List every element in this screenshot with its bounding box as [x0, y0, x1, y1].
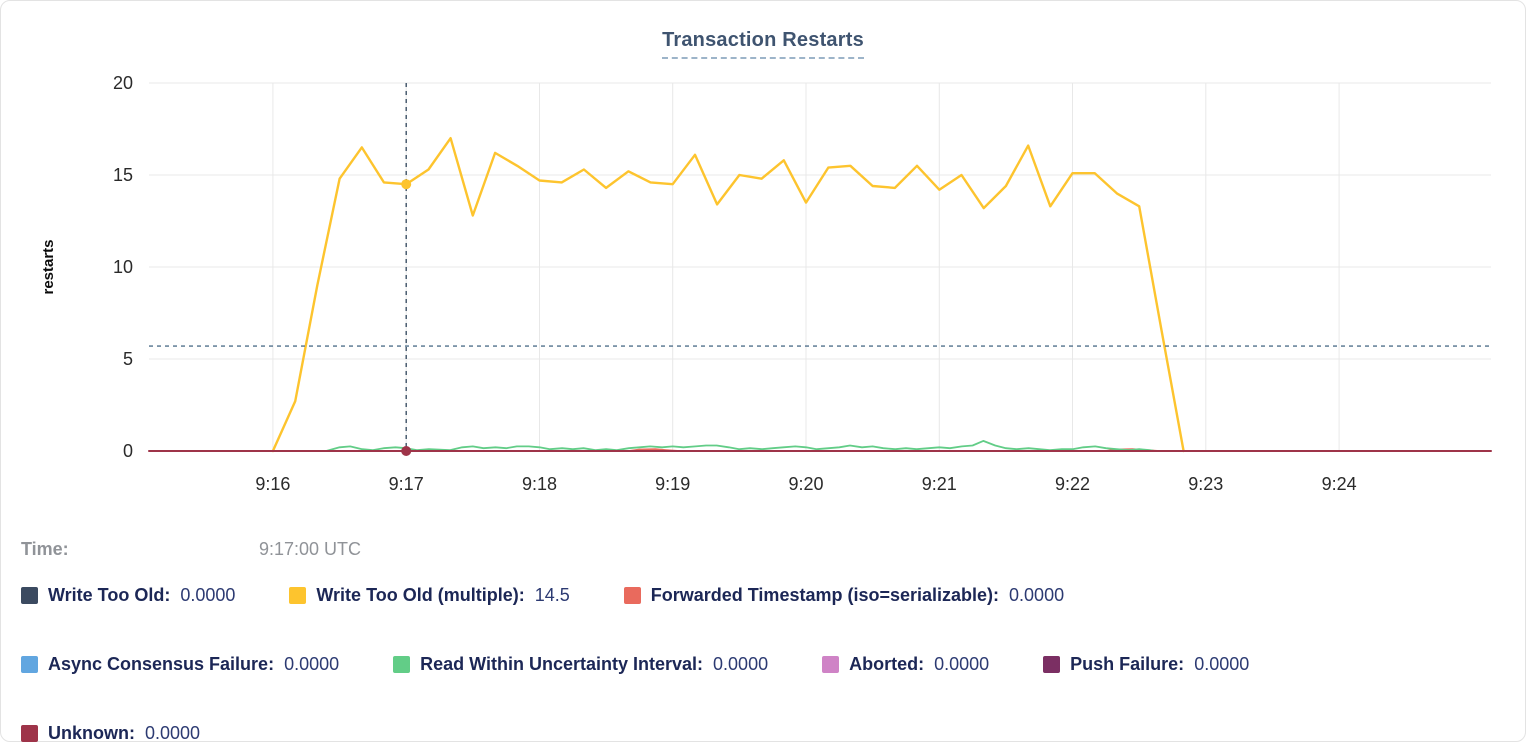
legend-swatch-write-too-old — [21, 587, 38, 604]
legend-value: 0.0000 — [713, 654, 769, 674]
legend-label: Unknown: — [48, 723, 135, 743]
legend-swatch-read-within-uncertainty-interval — [393, 656, 411, 673]
legend-label: Forwarded Timestamp (iso=serializable): — [650, 585, 1000, 605]
legend-label: Write Too Old (multiple): — [316, 585, 525, 605]
crosshair-dot-write-too-old-multiple — [401, 179, 412, 190]
y-tick-label: 10 — [113, 257, 133, 277]
legend-item-write-too-old[interactable]: Write Too Old: 0.0000 — [21, 585, 235, 606]
chart-title-row: Transaction Restarts — [1, 29, 1525, 59]
x-tick-label: 9:18 — [522, 474, 557, 494]
y-tick-label: 20 — [113, 73, 133, 93]
legend-item-forwarded-timestamp-iso-serializable[interactable]: Forwarded Timestamp (iso=serializable): 0… — [623, 585, 1065, 606]
x-tick-label: 9:20 — [788, 474, 823, 494]
legend-value: 0.0000 — [934, 654, 990, 674]
legend-value: 0.0000 — [1194, 654, 1250, 674]
legend-label: Aborted: — [849, 654, 925, 674]
y-tick-label: 0 — [123, 441, 133, 461]
y-axis-label: restarts — [40, 239, 57, 294]
legend-swatch-push-failure — [1043, 656, 1061, 673]
transaction-restarts-chart[interactable]: 0 5 10 15 20 9:16 9:17 9:18 9:19 9:20 9:21 9:22 9:23… — [1, 1, 1528, 531]
x-tick-label: 9:19 — [655, 474, 690, 494]
legend-swatch-write-too-old-multiple — [289, 587, 307, 604]
x-tick-label: 9:24 — [1322, 474, 1357, 494]
legend-label: Async Consensus Failure: — [48, 654, 275, 674]
x-tick-label: 9:23 — [1188, 474, 1223, 494]
tooltip-time-value: 9:17:00 UTC — [259, 539, 362, 559]
legend-item-write-too-old-multiple[interactable]: Write Too Old (multiple): 14.5 — [289, 585, 570, 606]
legend-item-async-consensus-failure[interactable]: Async Consensus Failure: 0.0000 — [21, 654, 339, 675]
legend-value: 0.0000 — [284, 654, 340, 674]
chart-legend: Write Too Old: 0.0000 Write Too Old (multi… — [21, 585, 1497, 744]
tooltip-time-label: Time: — [21, 539, 69, 559]
legend-item-push-failure[interactable]: Push Failure: 0.0000 — [1043, 654, 1249, 675]
x-tick-label: 9:17 — [389, 474, 424, 494]
crosshair-dot-unknown — [401, 446, 412, 456]
legend-label: Push Failure: — [1070, 654, 1185, 674]
series-read-within-uncertainty-interval — [325, 439, 1157, 452]
legend-label: Read Within Uncertainty Interval: — [420, 654, 704, 674]
legend-item-unknown[interactable]: Unknown: 0.0000 — [21, 723, 200, 744]
series-write-too-old-multiple — [271, 136, 1185, 453]
legend-label: Write Too Old: — [48, 585, 171, 605]
chart-title[interactable]: Transaction Restarts — [662, 29, 864, 59]
legend-value: 0.0000 — [180, 585, 236, 605]
x-tick-label: 9:22 — [1055, 474, 1090, 494]
legend-value: 0.0000 — [1009, 585, 1065, 605]
x-tick-label: 9:21 — [922, 474, 957, 494]
legend-swatch-async-consensus-failure — [21, 656, 38, 673]
y-tick-label: 5 — [123, 349, 133, 369]
x-tick-label: 9:16 — [255, 474, 290, 494]
legend-swatch-forwarded-timestamp-iso-serializable — [623, 587, 641, 604]
legend-swatch-aborted — [822, 656, 840, 673]
y-tick-label: 15 — [113, 165, 133, 185]
legend-item-read-within-uncertainty-interval[interactable]: Read Within Uncertainty Interval: 0.0000 — [393, 654, 768, 675]
tooltip-time-row: Time: 9:17:00 UTC — [21, 539, 361, 560]
legend-swatch-unknown — [21, 725, 38, 742]
legend-item-aborted[interactable]: Aborted: 0.0000 — [822, 654, 989, 675]
legend-value: 14.5 — [534, 585, 570, 605]
legend-value: 0.0000 — [145, 723, 201, 743]
